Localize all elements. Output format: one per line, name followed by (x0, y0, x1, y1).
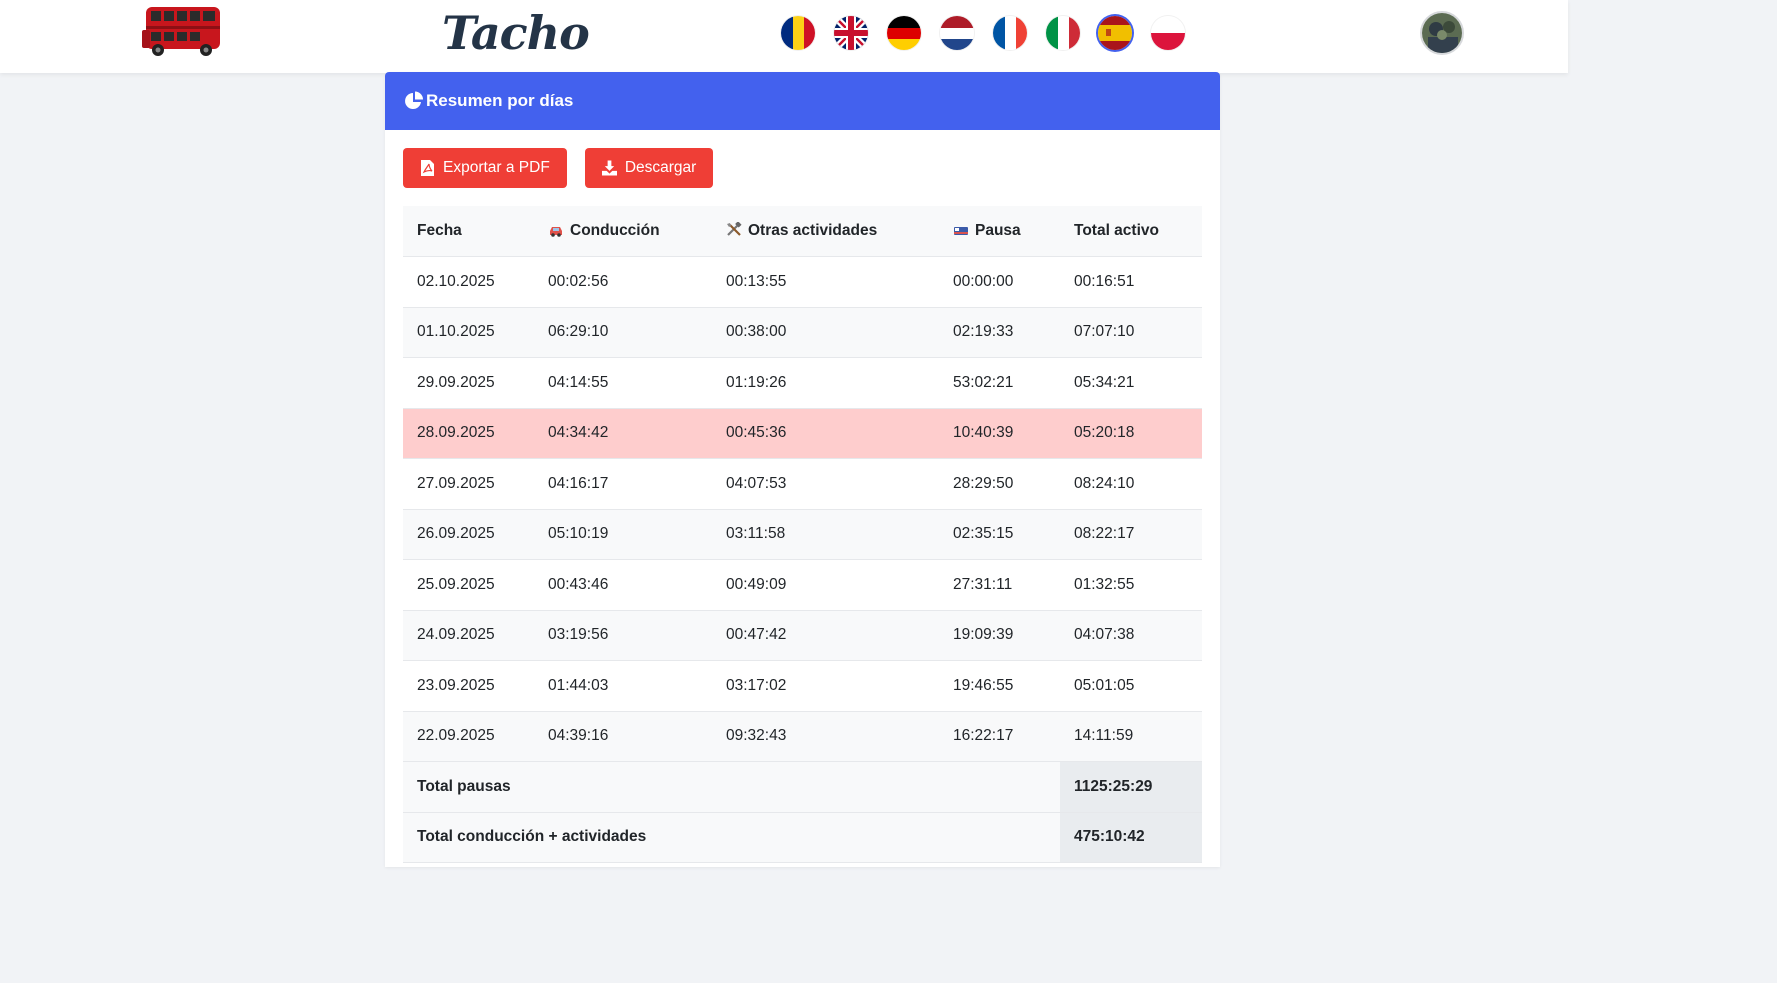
total-pauses-value: 1125:25:29 (1060, 761, 1202, 813)
bus-logo-icon[interactable] (140, 4, 224, 58)
header-fecha[interactable]: Fecha (403, 206, 534, 257)
bed-icon (954, 227, 968, 235)
table-body: 02.10.2025 00:02:56 00:13:55 00:00:00 00:16:… (403, 256, 1202, 762)
pie-chart-icon (405, 91, 423, 109)
header-otras-actividades[interactable]: Otras actividades (712, 206, 939, 257)
pdf-file-icon (421, 160, 434, 176)
table-row-highlighted: 28.09.2025 04:34:42 00:45:36 10:40:39 05:20:… (403, 408, 1202, 459)
daily-summary-table: Fecha Conducción Otras actividades (403, 206, 1202, 863)
table-row: 25.09.2025 00:43:46 00:49:09 27:31:11 01:32:… (403, 559, 1202, 611)
flag-poland-icon[interactable] (1151, 16, 1185, 50)
table-row: 01.10.2025 06:29:10 00:38:00 02:19:33 07:07:… (403, 307, 1202, 358)
flag-spain-icon[interactable] (1098, 16, 1132, 50)
daily-summary-card: Resumen por días Exportar a PDF Descarga… (385, 72, 1220, 867)
card-header: Resumen por días (385, 72, 1220, 130)
flag-netherlands-icon[interactable] (940, 16, 974, 50)
table-header-row: Fecha Conducción Otras actividades (403, 206, 1202, 257)
total-pauses-label: Total pausas (403, 761, 1060, 813)
action-buttons: Exportar a PDF Descargar (403, 148, 714, 188)
header-pausa[interactable]: Pausa (939, 206, 1060, 257)
header-conduccion[interactable]: Conducción (534, 206, 712, 257)
export-pdf-label: Exportar a PDF (443, 159, 550, 176)
download-icon (601, 160, 617, 176)
table-row: 23.09.2025 01:44:03 03:17:02 19:46:55 05:01:… (403, 660, 1202, 712)
user-avatar[interactable] (1420, 11, 1464, 55)
table-row: 02.10.2025 00:02:56 00:13:55 00:00:00 00:16:… (403, 256, 1202, 308)
car-icon (550, 227, 562, 237)
flag-germany-icon[interactable] (887, 16, 921, 50)
table-row: 26.09.2025 05:10:19 03:11:58 02:35:15 08:22:… (403, 509, 1202, 560)
flag-italy-icon[interactable] (1046, 16, 1080, 50)
brand-logo[interactable]: Tacho (442, 6, 590, 60)
table-row: 24.09.2025 03:19:56 00:47:42 19:09:39 04:07:… (403, 610, 1202, 661)
tools-icon (727, 222, 742, 236)
table-row: 22.09.2025 04:39:16 09:32:43 16:22:17 14:11:… (403, 711, 1202, 762)
total-driving-activities-label: Total conducción + actividades (403, 812, 1060, 863)
header-total-activo[interactable]: Total activo (1060, 206, 1202, 257)
download-label: Descargar (624, 159, 697, 176)
total-driving-activities-row: Total conducción + actividades 475:10:42 (403, 812, 1202, 863)
table-row: 27.09.2025 04:16:17 04:07:53 28:29:50 08:24:… (403, 458, 1202, 510)
total-driving-activities-value: 475:10:42 (1060, 812, 1202, 863)
flag-france-icon[interactable] (993, 16, 1027, 50)
download-button[interactable]: Descargar (584, 148, 714, 188)
flag-romania-icon[interactable] (781, 16, 815, 50)
card-title: Resumen por días (426, 91, 574, 110)
flag-uk-icon[interactable] (834, 16, 868, 50)
export-pdf-button[interactable]: Exportar a PDF (403, 148, 567, 188)
top-navbar: Tacho (0, 0, 1568, 73)
table-row: 29.09.2025 04:14:55 01:19:26 53:02:21 05:34:… (403, 357, 1202, 409)
total-pauses-row: Total pausas 1125:25:29 (403, 761, 1202, 813)
